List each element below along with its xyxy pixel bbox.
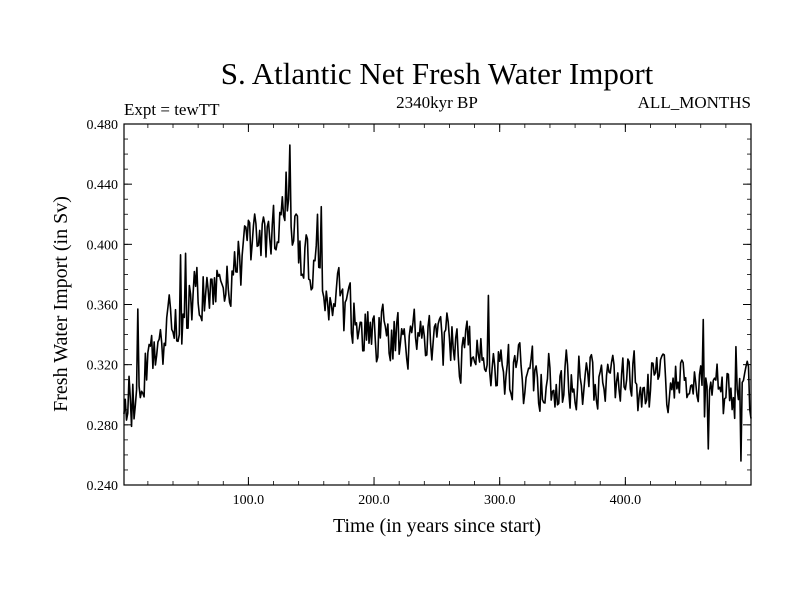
- x-tick-label: 300.0: [484, 493, 516, 508]
- x-axis-label: Time (in years since start): [333, 515, 541, 537]
- y-tick-label: 0.240: [87, 479, 119, 494]
- experiment-label: Expt = tewTT: [124, 100, 220, 119]
- months-label: ALL_MONTHS: [638, 93, 751, 112]
- plot-frame: [123, 123, 752, 486]
- x-tick-label: 400.0: [610, 493, 642, 508]
- y-tick-label: 0.320: [87, 359, 119, 374]
- x-tick-label: 100.0: [233, 493, 265, 508]
- y-axis-label: Fresh Water Import (in Sv): [50, 196, 72, 412]
- plot-area: 0.240 0.280 0.320 0.360 0.400 0.440 0.480 100.0…: [87, 118, 752, 508]
- y-tick-label: 0.400: [87, 238, 119, 253]
- y-tick-label: 0.440: [87, 178, 119, 193]
- x-tick-label: 200.0: [358, 493, 390, 508]
- y-tick-label: 0.480: [87, 118, 119, 133]
- y-tick-label: 0.280: [87, 419, 119, 434]
- chart-title: S. Atlantic Net Fresh Water Import: [221, 56, 654, 91]
- y-tick-label: 0.360: [87, 299, 119, 314]
- period-label: 2340kyr BP: [396, 93, 478, 112]
- series-line: [123, 144, 752, 462]
